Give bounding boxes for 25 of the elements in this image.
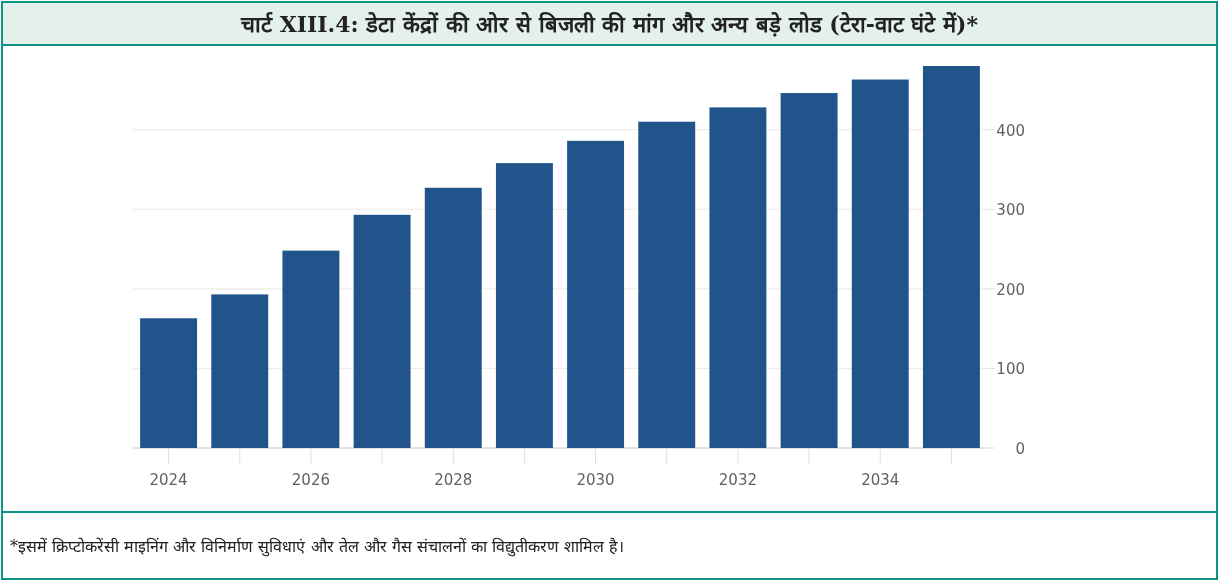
bar bbox=[424, 187, 482, 448]
bar bbox=[567, 140, 625, 448]
bar bbox=[140, 318, 198, 448]
bar bbox=[495, 163, 553, 448]
y-tick-label: 300 bbox=[996, 201, 1025, 220]
x-tick-label: 2024 bbox=[149, 471, 188, 489]
bar bbox=[353, 214, 411, 448]
x-tick-label: 2028 bbox=[434, 471, 473, 489]
chart-title: चार्ट XIII.4: डेटा केंद्रों की ओर से बिजली की मांग और अन्य बड़े लोड (टेरा-वाट घंटे में)* bbox=[239, 11, 979, 37]
x-tick-label: 2030 bbox=[576, 471, 615, 489]
bar bbox=[922, 66, 980, 448]
bar bbox=[282, 250, 340, 448]
x-tick-label: 2032 bbox=[718, 471, 758, 489]
bar bbox=[211, 294, 269, 448]
text: *इसमें क्रिप्टोकरेंसी माइनिंग और विनिर्माण सुविधाएं और तेल और गैस संचालनों का विद्युतीकरण शामिल है। bbox=[10, 537, 625, 557]
bar bbox=[709, 107, 767, 448]
bar bbox=[638, 121, 696, 448]
x-tick-label: 2026 bbox=[291, 471, 331, 489]
x-tick-label: 2034 bbox=[861, 471, 900, 489]
y-tick-label: 200 bbox=[996, 280, 1025, 299]
y-tick-label: 100 bbox=[996, 360, 1025, 379]
y-tick-label: 400 bbox=[996, 121, 1025, 140]
bar bbox=[780, 93, 838, 448]
y-tick-label: 0 bbox=[1015, 440, 1025, 458]
bar bbox=[851, 79, 909, 448]
